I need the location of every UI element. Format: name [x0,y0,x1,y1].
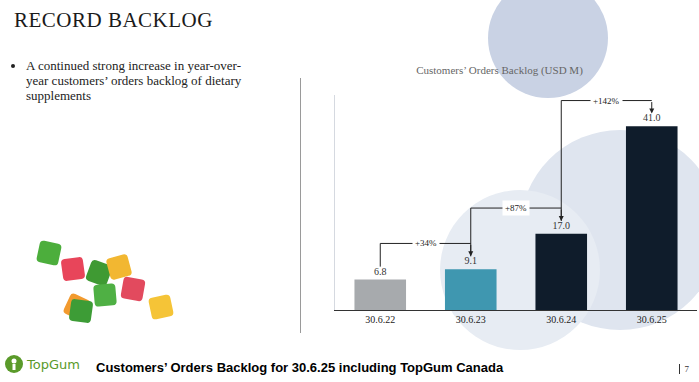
svg-text:30.6.23: 30.6.23 [456,314,486,325]
svg-text:30.6.25: 30.6.25 [637,314,667,325]
svg-text:41.0: 41.0 [643,112,661,123]
svg-text:30.6.22: 30.6.22 [365,314,395,325]
svg-text:+87%: +87% [505,203,527,213]
svg-text:6.8: 6.8 [374,266,387,277]
svg-text:+142%: +142% [593,96,620,106]
svg-text:30.6.24: 30.6.24 [546,314,576,325]
html-text:TopGum: TopGum [27,356,80,372]
svg-text:9.1: 9.1 [465,255,478,266]
html-text:A continued strong increase in: A continued strong increase in year-over… [26,58,242,103]
svg-text:+34%: +34% [415,238,437,248]
svg-text:17.0: 17.0 [553,220,571,231]
html-text:7: 7 [684,364,689,374]
svg-text:Customers’ Orders Backlog (USD: Customers’ Orders Backlog (USD M) [416,64,583,77]
html-text:RECORD BACKLOG: RECORD BACKLOG [14,8,213,32]
html-text:Customers’ Orders Backlog for: Customers’ Orders Backlog for 30.6.25 in… [96,360,504,375]
